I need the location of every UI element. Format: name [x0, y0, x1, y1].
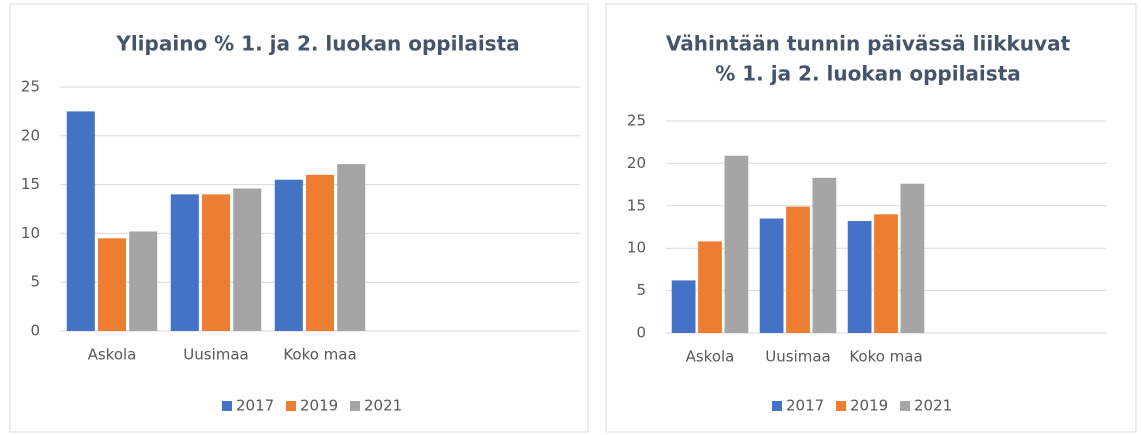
- bar: [305, 174, 335, 331]
- bar: [337, 164, 366, 331]
- x-tick-label: Askola: [686, 348, 735, 366]
- bar: [170, 194, 199, 331]
- bar: [874, 214, 898, 333]
- legend-label: 2021: [914, 397, 952, 415]
- y-tick-label: 20: [21, 126, 40, 144]
- y-tick-label: 10: [627, 239, 646, 257]
- bar: [759, 218, 784, 333]
- bar: [129, 231, 158, 331]
- y-tick-label: 0: [30, 322, 40, 340]
- x-tick-label: Uusimaa: [183, 346, 248, 364]
- bar: [671, 280, 696, 333]
- bar: [274, 179, 303, 331]
- bar: [97, 238, 127, 331]
- legend-swatch: [900, 401, 910, 411]
- panel: [605, 3, 1137, 433]
- y-tick-label: 15: [627, 196, 646, 214]
- legend-swatch: [222, 401, 232, 411]
- y-tick-label: 25: [627, 112, 646, 130]
- legend-swatch: [286, 401, 296, 411]
- y-tick-label: 20: [627, 154, 646, 172]
- chart-title: Vähintään tunnin päivässä liikkuvat: [666, 32, 1071, 56]
- bar: [786, 206, 810, 333]
- bar: [66, 111, 95, 332]
- legend-swatch: [836, 401, 846, 411]
- legend-label: 2021: [364, 397, 402, 415]
- legend-swatch: [350, 401, 360, 411]
- bar: [724, 155, 749, 333]
- legend-label: 2017: [786, 397, 824, 415]
- y-tick-label: 10: [21, 224, 40, 242]
- legend-label: 2017: [236, 397, 274, 415]
- y-tick-label: 0: [636, 324, 646, 342]
- y-tick-label: 5: [30, 273, 40, 291]
- x-tick-label: Koko maa: [283, 346, 356, 364]
- legend-label: 2019: [300, 397, 338, 415]
- legend-swatch: [772, 401, 782, 411]
- chart-title: % 1. ja 2. luokan oppilaista: [715, 62, 1021, 86]
- y-tick-label: 15: [21, 175, 40, 193]
- y-tick-label: 5: [636, 281, 646, 299]
- bar: [698, 241, 722, 333]
- legend-label: 2019: [850, 397, 888, 415]
- x-tick-label: Askola: [88, 346, 137, 364]
- chart-title: Ylipaino % 1. ja 2. luokan oppilaista: [115, 32, 519, 56]
- bar: [233, 188, 262, 331]
- bar: [812, 177, 837, 333]
- x-tick-label: Uusimaa: [765, 348, 830, 366]
- bar: [847, 221, 872, 333]
- bar: [201, 194, 231, 331]
- x-tick-label: Koko maa: [849, 348, 922, 366]
- y-tick-label: 25: [21, 78, 40, 96]
- bar: [900, 183, 925, 333]
